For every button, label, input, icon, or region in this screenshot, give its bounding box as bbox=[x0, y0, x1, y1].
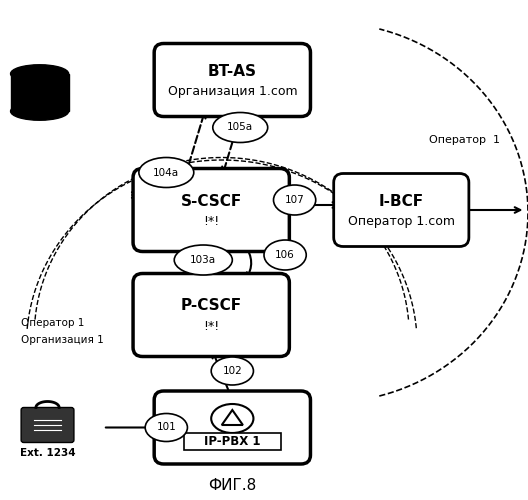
Text: IP-PBX 1: IP-PBX 1 bbox=[204, 435, 261, 448]
Text: 105a: 105a bbox=[227, 122, 253, 132]
FancyBboxPatch shape bbox=[334, 174, 469, 246]
Text: ФИГ.8: ФИГ.8 bbox=[208, 478, 257, 492]
Ellipse shape bbox=[11, 102, 69, 120]
Text: BT-AS: BT-AS bbox=[208, 64, 257, 78]
Ellipse shape bbox=[264, 240, 306, 270]
Text: I-BCF: I-BCF bbox=[379, 194, 424, 208]
Ellipse shape bbox=[11, 65, 69, 83]
Bar bbox=[11, 74, 69, 112]
Text: S-CSCF: S-CSCF bbox=[181, 194, 242, 208]
Text: 107: 107 bbox=[285, 195, 305, 205]
Text: Оператор 1: Оператор 1 bbox=[21, 318, 84, 328]
Ellipse shape bbox=[139, 158, 194, 188]
Text: P-CSCF: P-CSCF bbox=[181, 298, 242, 314]
Ellipse shape bbox=[211, 404, 253, 433]
Text: Оператор 1.com: Оператор 1.com bbox=[348, 214, 455, 228]
Text: 104a: 104a bbox=[153, 168, 180, 177]
Text: Оператор  1: Оператор 1 bbox=[429, 135, 500, 145]
FancyBboxPatch shape bbox=[154, 44, 310, 117]
Polygon shape bbox=[222, 410, 243, 425]
Text: 101: 101 bbox=[156, 422, 176, 432]
Ellipse shape bbox=[145, 414, 187, 442]
FancyBboxPatch shape bbox=[154, 391, 310, 464]
Text: !*!: !*! bbox=[203, 320, 219, 332]
Ellipse shape bbox=[211, 357, 253, 385]
Text: !*!: !*! bbox=[203, 214, 219, 228]
FancyBboxPatch shape bbox=[21, 408, 74, 442]
FancyBboxPatch shape bbox=[133, 168, 289, 252]
Ellipse shape bbox=[213, 112, 268, 142]
Text: 103a: 103a bbox=[190, 255, 216, 265]
FancyBboxPatch shape bbox=[184, 433, 281, 450]
Text: 106: 106 bbox=[275, 250, 295, 260]
FancyBboxPatch shape bbox=[133, 274, 289, 356]
Text: Ext. 1234: Ext. 1234 bbox=[20, 448, 76, 458]
Text: 102: 102 bbox=[222, 366, 242, 376]
Ellipse shape bbox=[274, 185, 316, 215]
Text: Организация 1.com: Организация 1.com bbox=[167, 84, 297, 98]
Text: Организация 1: Организация 1 bbox=[21, 335, 104, 345]
Ellipse shape bbox=[174, 245, 232, 275]
